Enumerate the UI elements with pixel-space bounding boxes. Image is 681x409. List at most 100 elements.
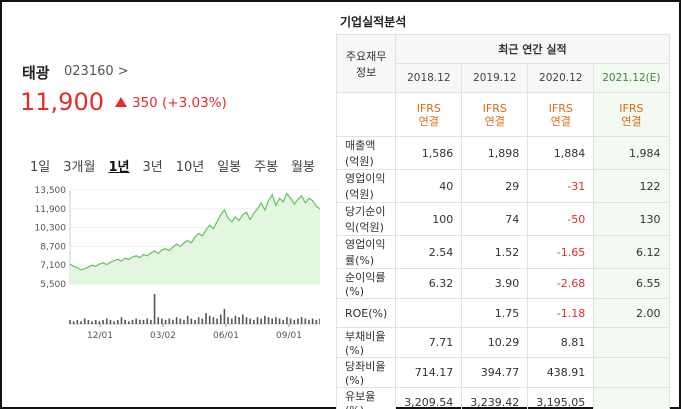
stock-code-link[interactable]: 023160 >	[64, 64, 129, 79]
year-header: 2018.12	[395, 63, 463, 93]
row-label: 매출액(억원)	[335, 136, 397, 170]
period-tab-4[interactable]: 10년	[175, 160, 205, 175]
table-cell: 8.81	[527, 327, 595, 358]
table-row: 당좌비율(%) 714.17 394.77 438.91	[335, 357, 670, 388]
table-cell: 3,209.54	[395, 387, 463, 409]
table-cell: -2.68	[527, 268, 595, 299]
table-cell: 29	[461, 169, 529, 203]
table-cell: 3.90	[461, 268, 529, 299]
table-cell: 1.52	[461, 235, 529, 269]
table-cell: 6.32	[395, 268, 463, 299]
price-line	[69, 192, 320, 271]
y-tick-label: 10,300	[35, 224, 67, 234]
period-tab-5[interactable]: 일봉	[217, 160, 242, 175]
ifrs-row-label	[335, 92, 397, 137]
row-label: 유보율(%)	[335, 387, 397, 409]
row-label: 순이익률(%)	[335, 268, 397, 299]
period-tab-6[interactable]: 주봉	[254, 160, 279, 175]
table-cell: 74	[461, 202, 529, 236]
ifrs-label: IFRS 연결	[395, 92, 463, 137]
table-cell: 3,239.42	[461, 387, 529, 409]
table-cell: 7.71	[395, 327, 463, 358]
table-cell: 3,195.05	[527, 387, 595, 409]
year-header: 2021.12(E)	[593, 63, 670, 93]
period-tab-1[interactable]: 3개월	[63, 160, 96, 175]
row-header-title: 주요재무정보	[335, 34, 397, 93]
price-area	[70, 193, 320, 284]
y-tick-label: 8,700	[40, 242, 66, 252]
ifrs-label-line: 연결	[418, 114, 439, 128]
table-row: 유보율(%)3,209.543,239.423,195.05	[335, 387, 670, 409]
ifrs-label-line: IFRS	[548, 101, 573, 115]
table-row: 부채비율(%) 7.71 10.29 8.81	[335, 327, 670, 358]
ifrs-label: IFRS 연결	[527, 92, 595, 137]
table-cell	[593, 357, 670, 388]
ifrs-label: IFRS 연결	[593, 92, 670, 137]
period-tab-2[interactable]: 1년	[108, 160, 130, 175]
stock-name[interactable]: 태광	[22, 64, 50, 82]
y-tick-label: 5,500	[40, 280, 66, 290]
x-tick-label: 09/01	[276, 331, 302, 340]
table-cell: 1,586	[395, 136, 463, 170]
y-tick-label: 7,100	[40, 261, 66, 271]
row-label: 부채비율(%)	[335, 327, 397, 358]
up-triangle-icon	[115, 97, 127, 107]
table-cell: 1.75	[461, 298, 529, 328]
table-cell: 6.12	[593, 235, 670, 269]
table-row: 매출액(억원) 1,586 1,898 1,884 1,984	[335, 136, 670, 170]
table-row: 순이익률(%) 6.32 3.90 -2.68 6.55	[335, 268, 670, 299]
row-label: 당기순이익(억원)	[335, 202, 397, 236]
ifrs-label: IFRS 연결	[461, 92, 529, 137]
ifrs-label-line: 연결	[550, 114, 571, 128]
table-cell: 40	[395, 169, 463, 203]
table-cell: 2.54	[395, 235, 463, 269]
table-cell: 714.17	[395, 357, 463, 388]
header-row: 주요재무정보 최근 연간 실적	[335, 34, 670, 93]
table-cell: -50	[527, 202, 595, 236]
table-cell: 130	[593, 202, 670, 236]
table-cell: 1,898	[461, 136, 529, 170]
financial-table: 주요재무정보 최근 연간 실적 2018.12 2019.12 2020.12 2021.…	[335, 34, 670, 409]
table-cell: 6.55	[593, 268, 670, 299]
y-tick-label: 13,500	[35, 186, 67, 196]
price-chart: 13,500 11,900 10,300 8,700 7,100 5,500 12/01 03…	[35, 186, 320, 340]
table-cell: -1.18	[527, 298, 595, 328]
table-cell: 2.00	[593, 298, 670, 328]
y-tick-label: 11,900	[35, 205, 67, 215]
table-cell: 1,984	[593, 136, 670, 170]
x-tick-label: 03/02	[150, 331, 176, 340]
table-cell: 438.91	[527, 357, 595, 388]
row-label: 영업이익률(%)	[335, 235, 397, 269]
period-tab-0[interactable]: 1일	[30, 160, 51, 175]
table-cell: -31	[527, 169, 595, 203]
table-cell: -1.65	[527, 235, 595, 269]
period-caption: 최근 연간 실적	[395, 34, 670, 64]
table-cell: 10.29	[461, 327, 529, 358]
table-cell: 1,884	[527, 136, 595, 170]
section-title: 기업실적분석	[340, 15, 407, 29]
table-row: ROE(%) 1.75 -1.18 2.00	[335, 298, 670, 328]
row-label: 당좌비율(%)	[335, 357, 397, 388]
table-row: 당기순이익(억원) 100 74 -50 130	[335, 202, 670, 236]
ifrs-label-line: 연결	[484, 114, 505, 128]
period-tab-3[interactable]: 3년	[142, 160, 163, 175]
row-label: ROE(%)	[335, 298, 397, 328]
period-tab-7[interactable]: 월봉	[291, 160, 315, 175]
price-change: 350 (+3.03%)	[115, 95, 227, 111]
chart-period-tabs: 1일 3개월 1년 3년 10년 일봉 주봉 월봉	[30, 156, 328, 175]
current-price: 11,900	[20, 88, 104, 116]
chevron-right-icon: >	[117, 64, 129, 79]
x-tick-label: 06/01	[213, 331, 239, 340]
table-cell: 394.77	[461, 357, 529, 388]
year-row: 2018.12 2019.12 2020.12 2021.12(E)	[337, 63, 670, 93]
table-cell: 122	[593, 169, 670, 203]
table-row: 영업이익률(%) 2.54 1.52 -1.65 6.12	[335, 235, 670, 269]
table-cell	[593, 327, 670, 358]
ifrs-label-line: IFRS	[619, 101, 644, 115]
ifrs-label-line: 연결	[621, 114, 642, 128]
stock-code: 023160	[64, 64, 114, 79]
ifrs-label-line: IFRS	[482, 101, 507, 115]
price-change-value: 350 (+3.03%)	[132, 95, 227, 111]
ifrs-label-line: IFRS	[416, 101, 441, 115]
x-tick-label: 12/01	[87, 331, 113, 340]
